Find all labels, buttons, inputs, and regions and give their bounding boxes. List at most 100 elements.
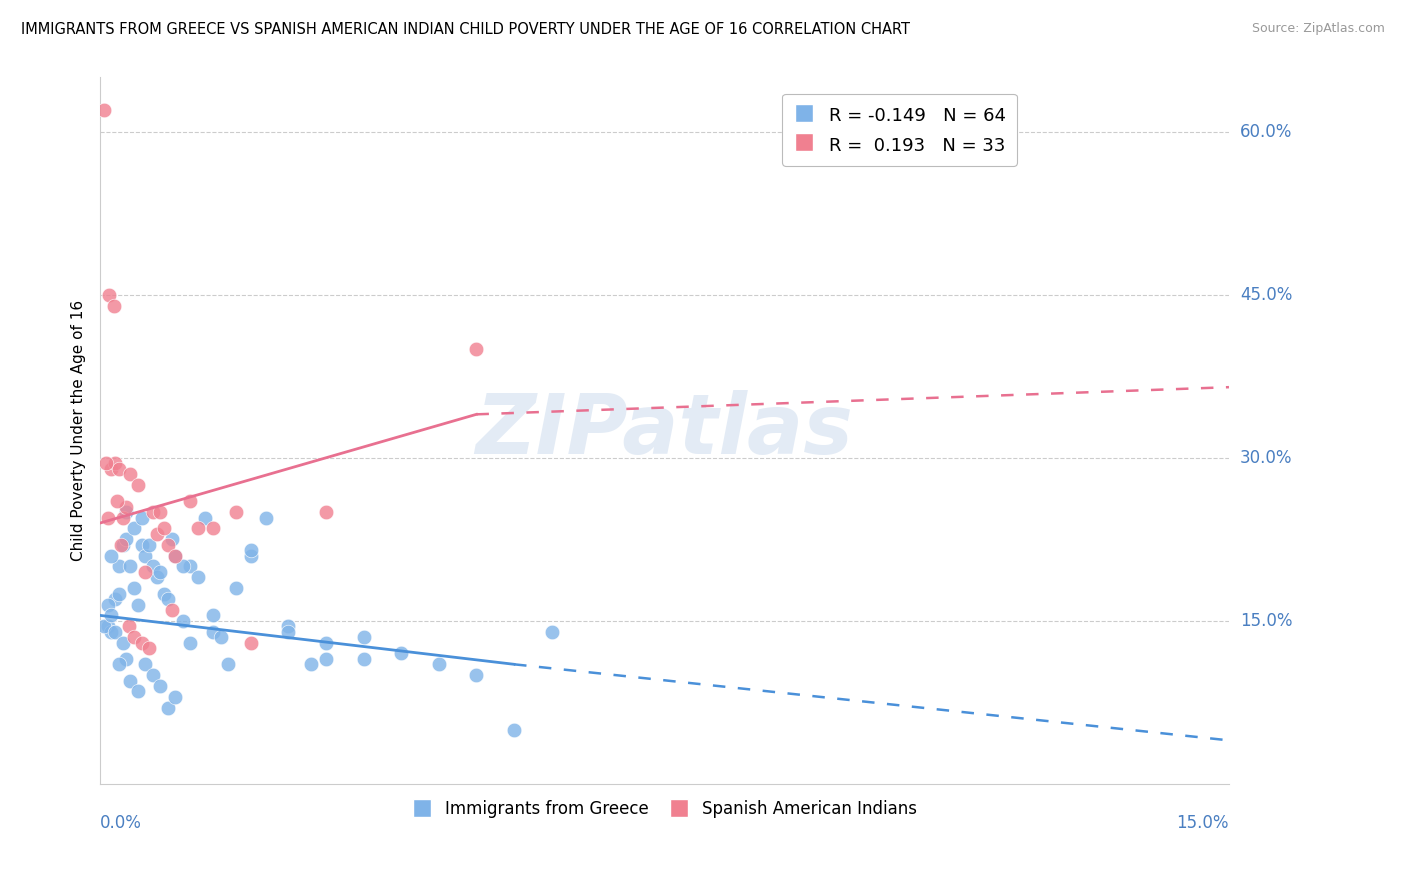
Point [156, 538, 179, 552]
Point [131, 538, 153, 552]
Point [209, 630, 232, 644]
Point [165, 549, 187, 563]
Point [100, 608, 122, 623]
Point [465, 342, 488, 356]
Point [134, 565, 156, 579]
Point [149, 679, 172, 693]
Point [156, 700, 179, 714]
Point [153, 587, 176, 601]
Point [98, 287, 121, 301]
Point [122, 521, 145, 535]
Point [254, 510, 277, 524]
Point [138, 538, 160, 552]
Point [153, 521, 176, 535]
Point [110, 538, 132, 552]
Point [225, 505, 247, 519]
Point [299, 657, 322, 672]
Point [127, 684, 149, 698]
Point [111, 510, 134, 524]
Point [111, 538, 134, 552]
Point [111, 635, 134, 649]
Point [179, 635, 201, 649]
Point [134, 549, 156, 563]
Point [122, 630, 145, 644]
Point [315, 652, 337, 666]
Text: 30.0%: 30.0% [1240, 449, 1292, 467]
Point [187, 570, 209, 584]
Y-axis label: Child Poverty Under the Age of 16: Child Poverty Under the Age of 16 [72, 300, 86, 561]
Point [353, 630, 375, 644]
Point [239, 549, 262, 563]
Point [277, 624, 299, 639]
Point [194, 510, 217, 524]
Point [239, 635, 262, 649]
Point [127, 598, 149, 612]
Point [239, 543, 262, 558]
Text: IMMIGRANTS FROM GREECE VS SPANISH AMERICAN INDIAN CHILD POVERTY UNDER THE AGE OF: IMMIGRANTS FROM GREECE VS SPANISH AMERIC… [21, 22, 910, 37]
Point [118, 619, 141, 633]
Point [93, 103, 115, 117]
Point [127, 478, 149, 492]
Point [160, 603, 183, 617]
Point [202, 624, 225, 639]
Point [145, 570, 167, 584]
Point [97, 598, 120, 612]
Point [389, 647, 412, 661]
Point [179, 559, 201, 574]
Point [202, 608, 225, 623]
Point [315, 635, 337, 649]
Point [217, 657, 239, 672]
Point [131, 510, 153, 524]
Point [202, 521, 225, 535]
Text: ZIPatlas: ZIPatlas [475, 390, 853, 471]
Point [465, 668, 488, 682]
Point [138, 640, 160, 655]
Text: 0.0%: 0.0% [100, 814, 142, 832]
Point [122, 581, 145, 595]
Point [100, 549, 122, 563]
Point [108, 657, 131, 672]
Point [149, 505, 172, 519]
Point [225, 581, 247, 595]
Text: 45.0%: 45.0% [1240, 285, 1292, 304]
Point [100, 624, 122, 639]
Point [93, 619, 115, 633]
Point [149, 565, 172, 579]
Point [353, 652, 375, 666]
Point [160, 533, 183, 547]
Text: 60.0%: 60.0% [1240, 123, 1292, 141]
Point [142, 505, 165, 519]
Point [104, 592, 127, 607]
Point [172, 614, 194, 628]
Point [108, 559, 131, 574]
Point [115, 652, 138, 666]
Point [97, 510, 120, 524]
Point [103, 299, 125, 313]
Point [108, 587, 131, 601]
Point [134, 657, 156, 672]
Point [108, 461, 131, 475]
Text: Source: ZipAtlas.com: Source: ZipAtlas.com [1251, 22, 1385, 36]
Point [165, 690, 187, 704]
Point [165, 549, 187, 563]
Point [115, 500, 138, 514]
Legend: Immigrants from Greece, Spanish American Indians: Immigrants from Greece, Spanish American… [405, 794, 924, 825]
Point [142, 668, 165, 682]
Point [105, 494, 128, 508]
Point [115, 533, 138, 547]
Text: 15.0%: 15.0% [1240, 612, 1292, 630]
Point [104, 456, 127, 470]
Point [427, 657, 450, 672]
Point [503, 723, 526, 737]
Point [142, 559, 165, 574]
Point [97, 619, 120, 633]
Point [100, 461, 122, 475]
Point [120, 559, 142, 574]
Point [540, 624, 562, 639]
Point [104, 624, 127, 639]
Point [115, 505, 138, 519]
Point [156, 592, 179, 607]
Point [131, 635, 153, 649]
Point [172, 559, 194, 574]
Point [120, 467, 142, 482]
